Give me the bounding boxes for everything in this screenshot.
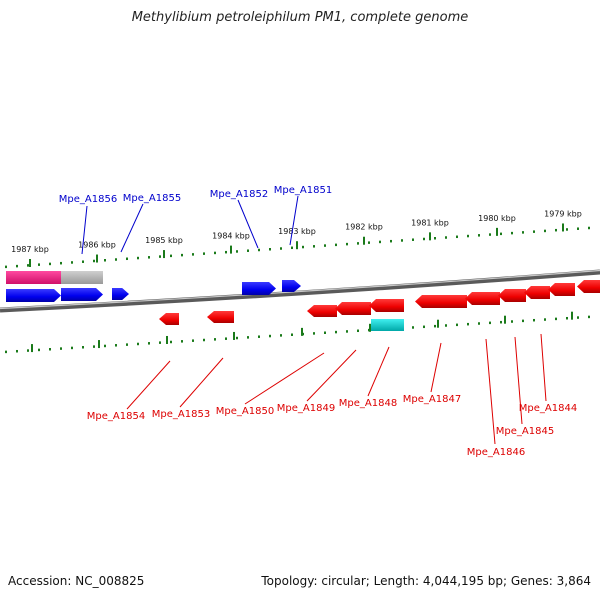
upper-scale: 1987 kbp 1986 kbp 1985 kbp 1984 kbp 1983 kbp… xyxy=(5,209,590,269)
gene-leader-line xyxy=(179,357,224,408)
gene-leader-line xyxy=(367,346,390,397)
reverse-gene-arrow[interactable] xyxy=(159,313,179,325)
reverse-gene-arrow[interactable] xyxy=(548,283,575,296)
gene-label[interactable]: Mpe_A1847 xyxy=(403,394,461,405)
gene-label[interactable]: Mpe_A1849 xyxy=(277,403,335,414)
gene-label[interactable]: Mpe_A1848 xyxy=(339,398,397,409)
accession-text: Accession: NC_008825 xyxy=(8,574,145,588)
gene-label[interactable]: Mpe_A1853 xyxy=(152,409,210,420)
gene-leader-line xyxy=(540,333,547,402)
genome-title: Methylibium petroleiphilum PM1, complete… xyxy=(131,10,469,25)
gene-label[interactable]: Mpe_A1856 xyxy=(59,194,117,205)
reverse-gene-arrow[interactable] xyxy=(498,289,526,302)
lower-scale xyxy=(5,311,590,354)
forward-gene-arrow[interactable] xyxy=(6,289,61,302)
gene-label[interactable]: Mpe_A1850 xyxy=(216,406,274,417)
gene-label[interactable]: Mpe_A1854 xyxy=(87,411,145,422)
forward-gene-arrow[interactable] xyxy=(61,288,103,301)
gene-leader-line xyxy=(514,336,523,425)
gene-label[interactable]: Mpe_A1852 xyxy=(210,189,268,200)
reverse-gene-arrow[interactable] xyxy=(415,295,467,308)
scale-tick-label: 1980 kbp xyxy=(478,214,516,223)
scale-tick-label: 1986 kbp xyxy=(78,241,116,250)
reverse-gene-arrow[interactable] xyxy=(307,305,337,317)
gene-leader-line xyxy=(244,352,325,405)
reverse-gene-arrow[interactable] xyxy=(465,292,500,305)
gene-leader-line xyxy=(81,205,88,255)
forward-gene-arrow[interactable] xyxy=(282,280,301,292)
genome-backbone-highlight xyxy=(0,269,600,310)
gene-leader-line xyxy=(237,199,259,249)
reverse-gene-arrow[interactable] xyxy=(335,302,371,315)
reverse-gene-arrow[interactable] xyxy=(524,286,550,299)
feature-band-grey[interactable] xyxy=(61,271,103,284)
genome-backbone xyxy=(0,269,600,313)
feature-cyan[interactable] xyxy=(371,319,404,331)
forward-gene-arrow[interactable] xyxy=(112,288,129,300)
feature-track xyxy=(6,271,600,331)
scale-tick-label: 1982 kbp xyxy=(345,223,383,232)
gene-label[interactable]: Mpe_A1844 xyxy=(519,403,577,414)
reverse-gene-arrow[interactable] xyxy=(369,299,404,312)
scale-tick-label: 1981 kbp xyxy=(411,218,449,227)
reverse-gene-arrow[interactable] xyxy=(207,311,234,323)
genome-summary-text: Topology: circular; Length: 4,044,195 bp… xyxy=(261,574,591,588)
gene-label[interactable]: Mpe_A1846 xyxy=(467,447,525,458)
feature-band-pink[interactable] xyxy=(6,271,61,284)
gene-leader-line xyxy=(306,349,357,402)
scale-tick-label: 1984 kbp xyxy=(212,232,250,241)
gene-label[interactable]: Mpe_A1851 xyxy=(274,185,332,196)
reverse-gene-arrow[interactable] xyxy=(577,280,600,293)
gene-leader-line xyxy=(289,195,299,246)
gene-label[interactable]: Mpe_A1845 xyxy=(496,426,554,437)
scale-tick-label: 1983 kbp xyxy=(278,227,316,236)
gene-leader-line xyxy=(126,360,171,410)
scale-tick-label: 1979 kbp xyxy=(544,209,582,218)
gene-label[interactable]: Mpe_A1855 xyxy=(123,193,181,204)
gene-labels: Mpe_A1856 Mpe_A1855 Mpe_A1852 Mpe_A1851 Mpe_… xyxy=(59,185,577,458)
scale-tick-label: 1987 kbp xyxy=(11,245,49,254)
scale-tick-label: 1985 kbp xyxy=(145,236,183,245)
gene-leader-line xyxy=(430,342,442,393)
gene-leader-line xyxy=(485,338,496,445)
forward-gene-arrow[interactable] xyxy=(242,282,276,295)
gene-leader-line xyxy=(120,203,144,253)
